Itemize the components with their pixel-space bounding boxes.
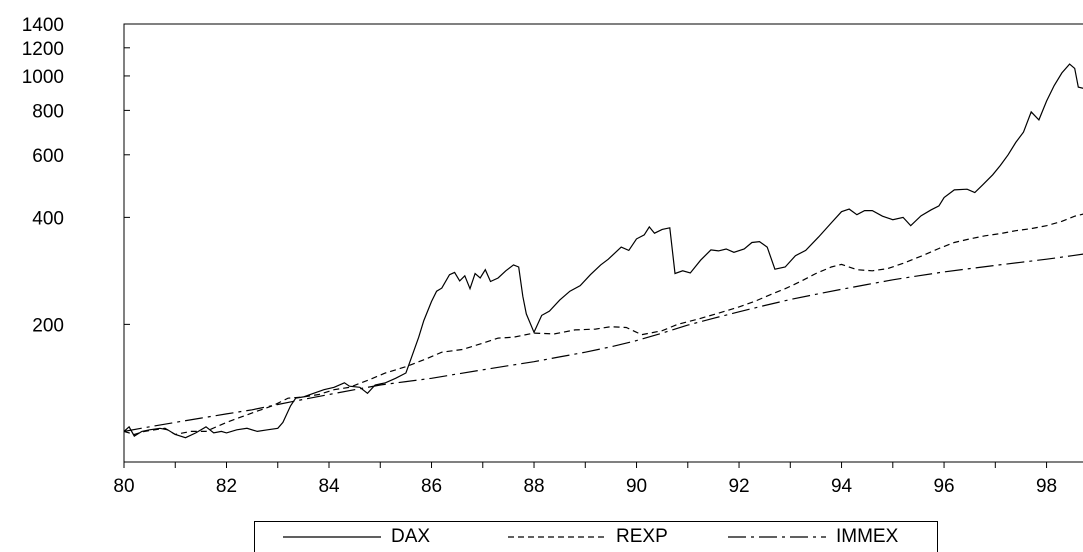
- series-line-dax: [123, 63, 1083, 439]
- legend-label: REXP: [616, 526, 668, 547]
- x-axis: 80 82 84 86 88 90 92 94 96 98: [113, 462, 1057, 497]
- y-tick-label: 1000: [22, 67, 64, 88]
- y-tick-label: 1200: [22, 39, 64, 60]
- x-tick-label: 80: [113, 476, 134, 497]
- x-tick-label: 82: [216, 476, 237, 497]
- y-tick-label: 600: [32, 146, 64, 167]
- series-layer: [123, 63, 1083, 439]
- y-tick-label: 800: [32, 101, 64, 122]
- plot-frame: [123, 23, 1083, 463]
- legend-label: IMMEX: [836, 526, 899, 547]
- y-tick-label: 400: [32, 208, 64, 229]
- x-tick-label: 94: [831, 476, 853, 497]
- legend-label: DAX: [391, 526, 431, 547]
- series-line-immex: [123, 253, 1083, 432]
- x-tick-label: 86: [421, 476, 442, 497]
- x-tick-label: 96: [933, 476, 954, 497]
- legend: DAX REXP IMMEX: [254, 521, 938, 552]
- x-tick-label: 90: [626, 476, 647, 497]
- series-line-rexp: [123, 213, 1083, 436]
- x-tick-label: 84: [318, 476, 340, 497]
- y-tick-label: 200: [32, 315, 64, 336]
- x-tick-label: 92: [728, 476, 749, 497]
- y-axis: 200 400 600 800 1000 1200 1400: [22, 15, 130, 336]
- y-tick-label: 1400: [22, 15, 64, 36]
- x-tick-label: 88: [523, 476, 544, 497]
- x-tick-label: 98: [1036, 476, 1057, 497]
